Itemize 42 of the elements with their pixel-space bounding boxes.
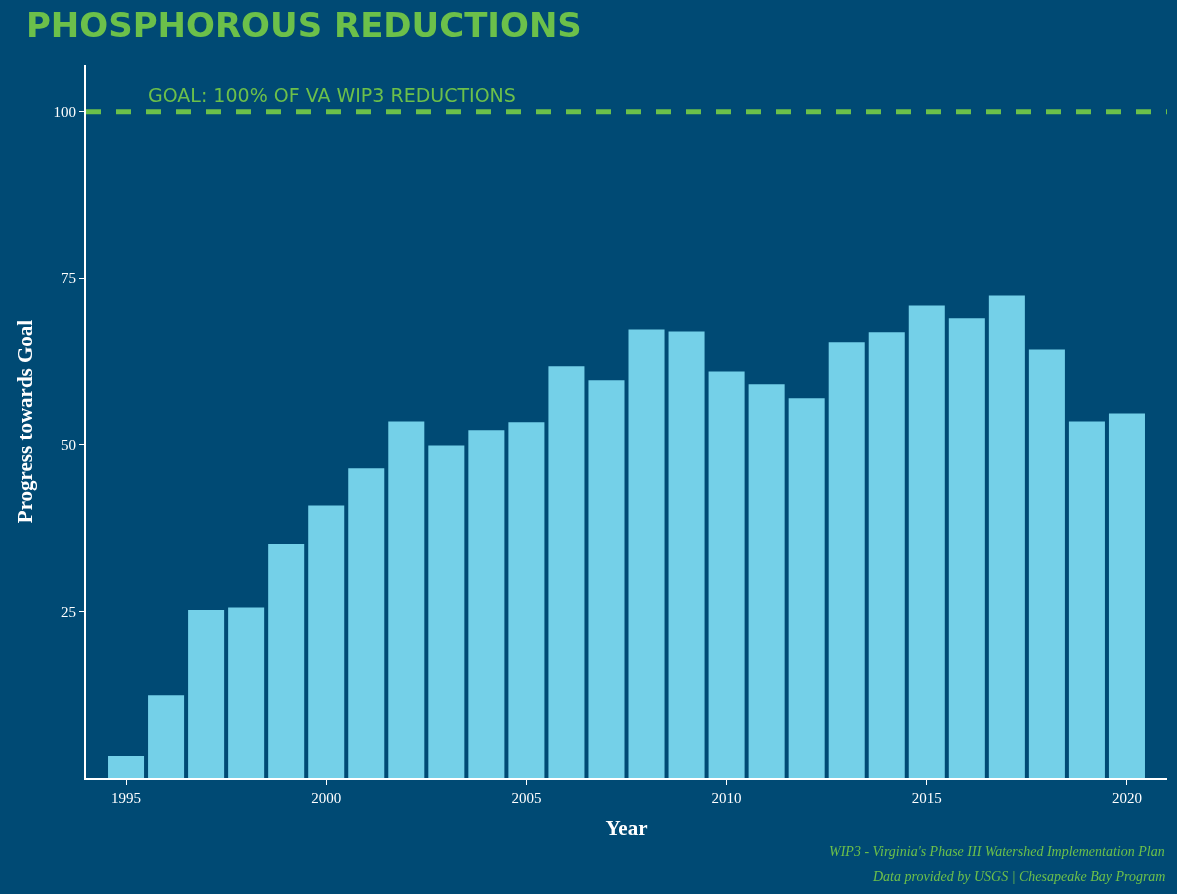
bar	[348, 468, 385, 778]
text: Data provided by USGS | Chesapeake Bay Program	[872, 869, 1166, 884]
ref-line-label: GOAL: 100% OF VA WIP3 REDUCTIONS	[148, 84, 516, 106]
bar	[108, 756, 145, 778]
bar	[628, 329, 665, 778]
x-tick-label: 2020	[1111, 790, 1142, 806]
bar	[388, 421, 425, 778]
bar	[748, 384, 785, 778]
bar	[188, 610, 225, 778]
bar	[1068, 421, 1105, 778]
y-tick-label: 25	[61, 603, 76, 620]
bar	[708, 371, 745, 778]
bar	[268, 544, 305, 778]
x-tick-label: 2010	[711, 790, 742, 806]
bar	[148, 695, 185, 778]
bar	[948, 318, 985, 778]
bar	[1028, 349, 1065, 778]
bar	[828, 342, 865, 778]
bar	[228, 607, 265, 778]
x-tick-label: 2000	[311, 790, 342, 806]
bar	[468, 430, 505, 778]
bar	[428, 445, 465, 778]
bar	[308, 505, 345, 778]
y-tick-label: 75	[61, 270, 76, 287]
bar	[508, 422, 545, 778]
bar	[988, 295, 1025, 778]
bar	[908, 305, 945, 778]
bar	[588, 380, 625, 778]
chart-title: PHOSPHOROUS REDUCTIONS	[25, 5, 582, 46]
x-tick-label: 1995	[111, 790, 142, 806]
bar	[788, 398, 825, 778]
x-tick-label: 2015	[911, 790, 942, 806]
bar	[868, 332, 905, 778]
bar	[668, 331, 705, 778]
text: WIP3 - Virginia's Phase III Watershed Implementation Plan	[829, 844, 1165, 859]
x-axis-title: Year	[605, 815, 648, 840]
y-axis-title: Progress towards Goal	[13, 319, 38, 524]
y-tick-label: 50	[61, 437, 76, 454]
x-tick-label: 2005	[511, 790, 542, 806]
bar	[548, 366, 585, 778]
y-tick-label: 100	[53, 103, 76, 120]
bar	[1108, 413, 1145, 778]
